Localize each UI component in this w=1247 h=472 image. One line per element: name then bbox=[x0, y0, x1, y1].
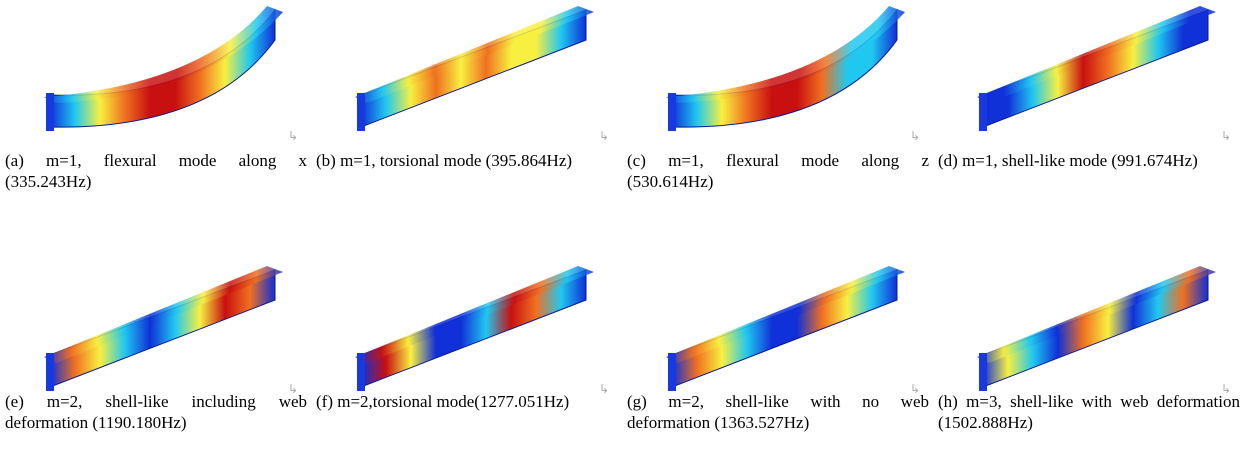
beam-flange bbox=[977, 266, 1216, 363]
caption-label: (h) bbox=[938, 392, 958, 411]
axis-icon: ↳ bbox=[1221, 129, 1231, 143]
caption: (a) m=1, flexural mode along x (335.243H… bbox=[5, 150, 307, 192]
caption-label: (d) bbox=[938, 151, 958, 170]
caption: (g) m=2, shell-like with no web deformat… bbox=[627, 391, 929, 433]
beam-end bbox=[46, 93, 54, 131]
caption-text: m=2,torsional mode(1277.051Hz) bbox=[337, 392, 570, 411]
caption-label: (g) bbox=[627, 392, 647, 411]
beam-flange bbox=[44, 266, 283, 363]
axis-icon: ↳ bbox=[288, 382, 298, 396]
beam-end bbox=[668, 93, 676, 131]
caption-text: m=1, shell-like mode (991.674Hz) bbox=[962, 151, 1198, 170]
caption-text: m=1, torsional mode (395.864Hz) bbox=[340, 151, 573, 170]
beam-end bbox=[357, 353, 365, 391]
caption-text: m=3, shell-like with web deformation (15… bbox=[938, 392, 1240, 432]
beam-mode-shape bbox=[49, 8, 276, 128]
axis-icon: ↳ bbox=[599, 129, 609, 143]
caption-text: m=2, shell-like with no web deformation … bbox=[627, 392, 929, 432]
beam-end bbox=[357, 93, 365, 131]
axis-icon: ↳ bbox=[288, 129, 298, 143]
caption: (f) m=2,torsional mode(1277.051Hz) bbox=[316, 391, 618, 412]
caption: (h) m=3, shell-like with web deformation… bbox=[938, 391, 1240, 433]
caption-text: m=2, shell-like including web deformatio… bbox=[5, 392, 308, 432]
axis-icon: ↳ bbox=[1221, 382, 1231, 396]
beam-end bbox=[46, 353, 54, 391]
beam-flange bbox=[666, 266, 905, 363]
caption: (e) m=2, shell-like including web deform… bbox=[5, 391, 307, 433]
beam-end bbox=[979, 93, 987, 131]
caption-text: m=1, flexural mode along z (530.614Hz) bbox=[627, 151, 929, 191]
beam-flange bbox=[355, 266, 594, 363]
caption: (c) m=1, flexural mode along z (530.614H… bbox=[627, 150, 929, 192]
beam-flange bbox=[355, 6, 594, 103]
caption-label: (b) bbox=[316, 151, 336, 170]
axis-icon: ↳ bbox=[910, 129, 920, 143]
caption: (b) m=1, torsional mode (395.864Hz) bbox=[316, 150, 618, 171]
beam-mode-shape bbox=[671, 8, 898, 128]
beam-flange bbox=[44, 6, 283, 103]
caption-label: (e) bbox=[5, 392, 24, 411]
beam-end bbox=[668, 353, 676, 391]
beam-flange bbox=[666, 6, 905, 103]
caption: (d) m=1, shell-like mode (991.674Hz) bbox=[938, 150, 1240, 171]
caption-label: (c) bbox=[627, 151, 646, 170]
caption-label: (a) bbox=[5, 151, 24, 170]
beam-flange bbox=[977, 6, 1216, 103]
caption-label: (f) bbox=[316, 392, 333, 411]
beam-end bbox=[979, 353, 987, 391]
caption-text: m=1, flexural mode along x (335.243Hz) bbox=[5, 151, 307, 191]
axis-icon: ↳ bbox=[910, 382, 920, 396]
axis-icon: ↳ bbox=[599, 382, 609, 396]
